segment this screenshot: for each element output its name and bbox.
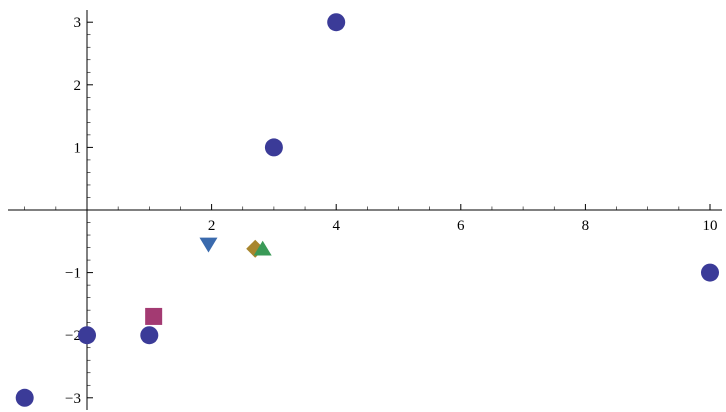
- data-point-circle: [327, 13, 346, 32]
- y-tick-label: −1: [65, 266, 81, 282]
- data-point-circle: [264, 138, 283, 157]
- x-tick-label: 4: [332, 218, 340, 234]
- y-tick-label: 3: [74, 15, 82, 31]
- data-point-circle: [140, 326, 159, 345]
- tick-labels: 2 4 6 8 10 −3 −2 −1 1 2 3: [65, 15, 717, 407]
- y-tick-label: 1: [74, 140, 82, 156]
- x-tick-label: 8: [582, 218, 590, 234]
- y-tick-label: 2: [74, 78, 82, 94]
- data-point-triangle-down: [199, 237, 218, 253]
- data-point-triangle-up: [253, 240, 272, 256]
- y-tick-label: −3: [65, 391, 81, 407]
- data-points: [15, 13, 719, 407]
- data-point-circle: [701, 263, 719, 282]
- data-point-circle: [15, 388, 34, 407]
- data-point-circle: [78, 326, 96, 345]
- ticks: [24, 21, 711, 399]
- x-tick-label: 10: [703, 218, 718, 234]
- x-tick-label: 6: [457, 218, 465, 234]
- axes: [8, 10, 722, 410]
- x-tick-label: 2: [208, 218, 216, 234]
- data-point-square: [145, 307, 163, 325]
- y-tick-label: −2: [65, 328, 81, 344]
